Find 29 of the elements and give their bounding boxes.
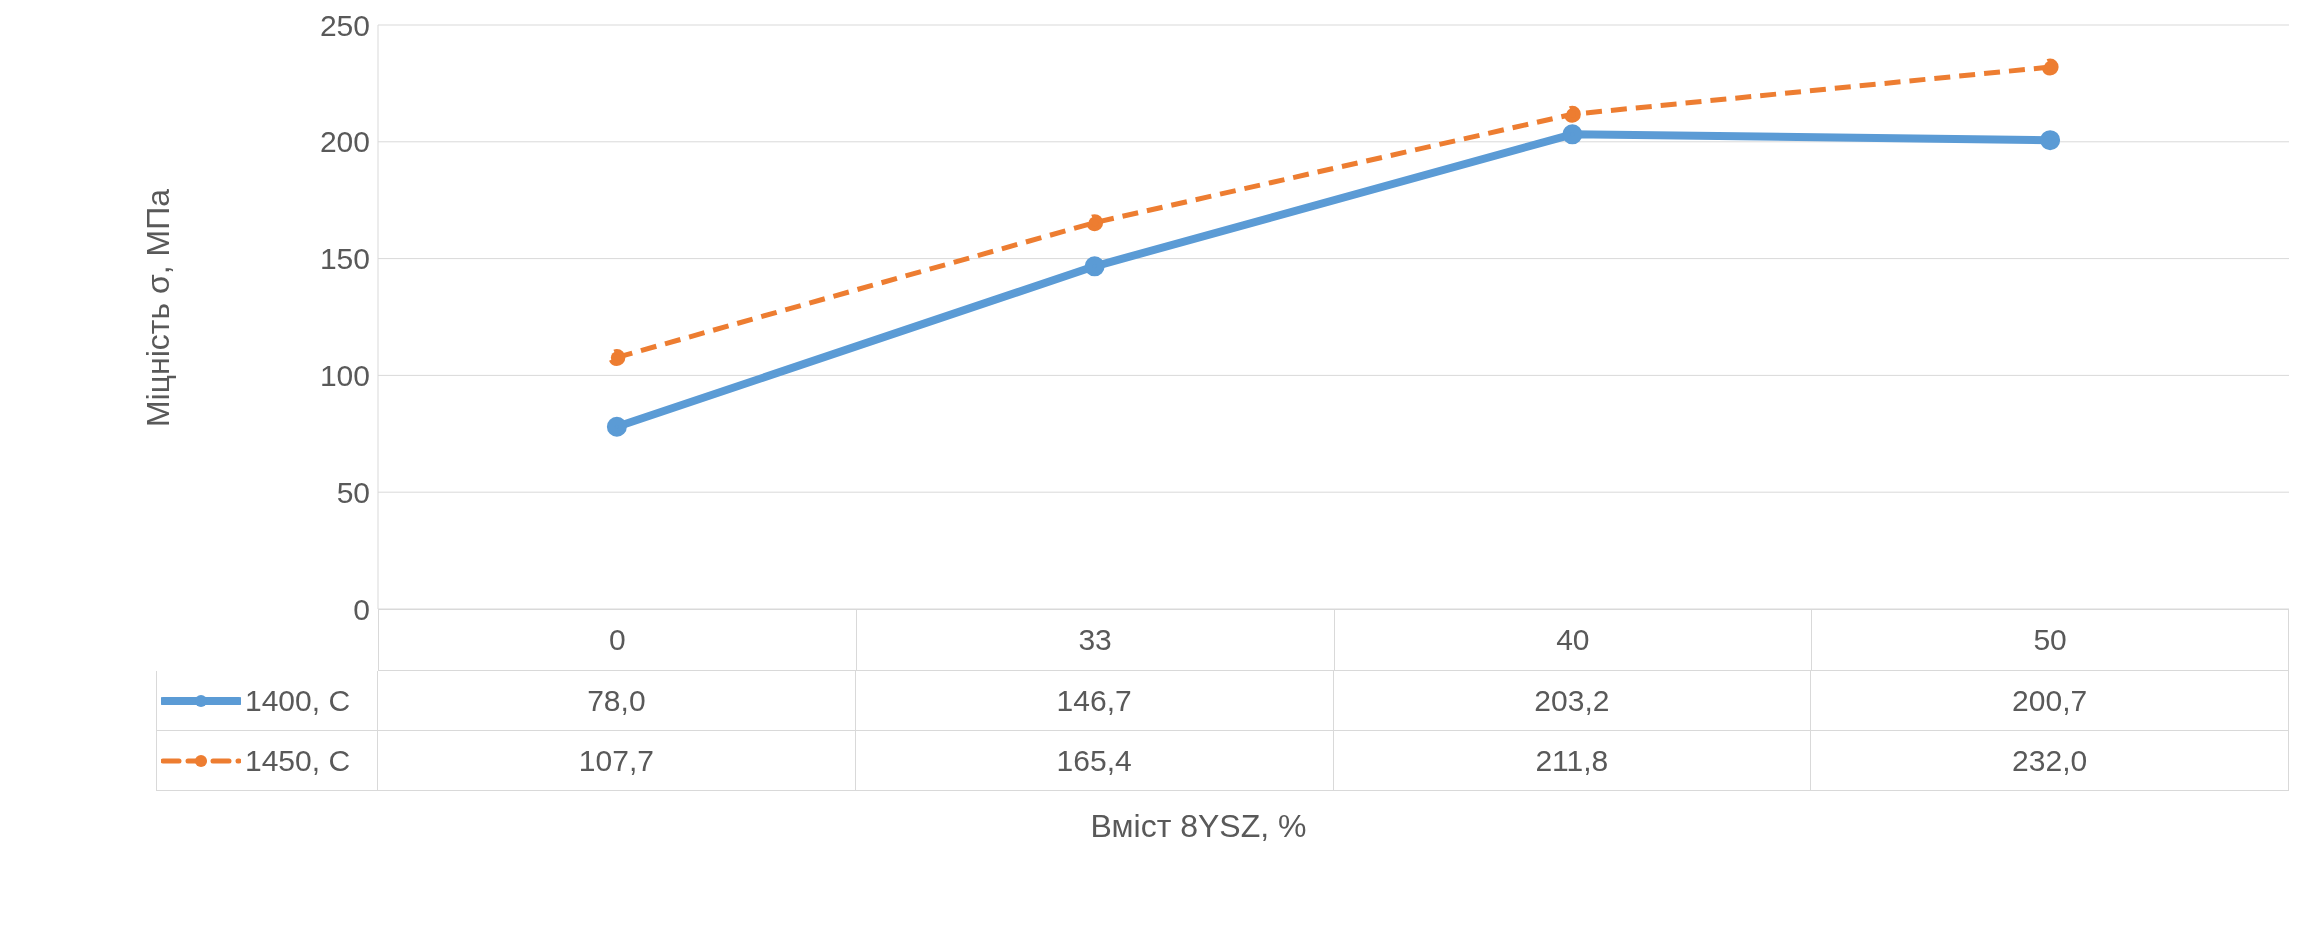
point <box>1562 124 1583 145</box>
y-tick-label: 250 <box>319 8 370 42</box>
data-label: 232,0 <box>1811 731 2289 791</box>
y-tick-label: 50 <box>336 475 370 509</box>
x-tick-label: 33 <box>855 609 1334 671</box>
y-tick-label: 150 <box>319 242 370 276</box>
y-tick-label: 200 <box>319 125 370 159</box>
data-label: 200,7 <box>1811 671 2289 731</box>
data-label: 146,7 <box>855 671 1334 731</box>
legend-label: 1450, C <box>245 743 351 778</box>
y-tick-label: 100 <box>319 359 370 393</box>
point <box>608 348 626 366</box>
point <box>2040 130 2061 151</box>
point <box>1084 256 1105 277</box>
x-axis-title: Вміст 8YSZ, % <box>1089 808 1308 845</box>
data-label: 78,0 <box>378 671 856 731</box>
y-axis-title: Міцність σ, МПа <box>139 188 177 428</box>
point <box>1563 105 1581 123</box>
data-label: 211,8 <box>1333 731 1812 791</box>
x-tick-label: 40 <box>1333 609 1812 671</box>
x-tick-label: 0 <box>378 609 856 671</box>
data-label: 107,7 <box>378 731 856 791</box>
point <box>606 416 627 437</box>
legend-label: 1400, C <box>245 683 351 718</box>
data-label: 165,4 <box>855 731 1334 791</box>
point <box>1086 214 1104 232</box>
point <box>2041 58 2059 76</box>
data-label: 203,2 <box>1333 671 1812 731</box>
x-tick-label: 50 <box>1811 609 2289 671</box>
